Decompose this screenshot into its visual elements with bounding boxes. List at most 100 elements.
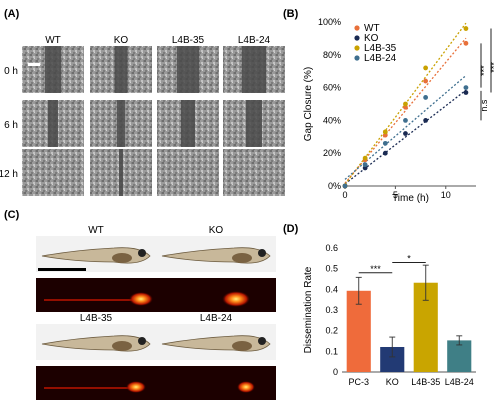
zebrafish-eye-ko [258, 249, 266, 257]
y-tick-label: 0.1 [325, 346, 338, 356]
scratch-gap-l4b-24-0 [242, 46, 266, 93]
legend-marker-l4b-35 [354, 45, 360, 51]
panel-a-label: (A) [4, 8, 20, 20]
micrograph-wt-2 [22, 149, 84, 196]
x-tick-label: KO [386, 377, 399, 387]
point-ko [423, 118, 429, 123]
fish-label-l4b-35: L4B-35 [80, 313, 113, 324]
column-label-l4b-24: L4B-24 [238, 35, 271, 46]
zebrafish-eye-wt [138, 249, 146, 257]
legend-label-l4b-35: L4B-35 [364, 43, 397, 54]
scratch-gap-wt-0 [45, 46, 61, 93]
point-wt [382, 132, 388, 138]
point-ko [403, 131, 408, 136]
scale-bar [28, 63, 40, 66]
panel-c-label: (C) [4, 209, 20, 221]
panel-d-dissemination-chart: (D) 0 0.1 0.2 0.3 0.4 0.5 0.6 Dissemination Rat… [283, 223, 476, 387]
point-wt [403, 104, 408, 110]
legend-marker-wt [354, 25, 360, 31]
x-axis-title: Time (h) [392, 193, 429, 204]
fluorescence-tail-l4b-35 [44, 387, 130, 389]
scratch-gap-ko-1 [117, 100, 125, 147]
point-l4b-35 [403, 101, 408, 107]
zebrafish-yolk-ko [232, 253, 252, 263]
y-tick-label: 0 [333, 367, 338, 377]
point-l4b-24 [403, 118, 408, 123]
fluorescence-tail-wt [44, 299, 135, 301]
fluorescence-image-l4b-24 [156, 366, 276, 400]
fluorescence-signal-l4b-24 [237, 381, 255, 393]
legend-marker-l4b-24 [354, 55, 360, 61]
panel-a-scratch-assay: (A) WT KO L4B-35 L4B-24 0 h 6 h 12 h [0, 8, 285, 196]
point-l4b-24 [463, 85, 469, 90]
row-label-6h: 6 h [4, 120, 18, 131]
scratch-gap-l4b-24-1 [246, 100, 262, 147]
point-l4b-24 [382, 140, 388, 146]
row-label-0h: 0 h [4, 66, 18, 77]
x-tick-label: L4B-35 [411, 377, 440, 387]
fish-label-wt: WT [88, 225, 104, 236]
y-axis-title: Dissemination Rate [303, 266, 314, 353]
point-l4b-35 [362, 155, 368, 161]
point-l4b-24 [362, 162, 368, 168]
point-l4b-35 [423, 65, 429, 71]
x-tick-label: 0 [342, 190, 347, 200]
y-tick-label: 0.5 [325, 264, 338, 274]
micrograph-l4b-35-2 [157, 149, 219, 196]
bar-l4b-24 [447, 340, 472, 372]
column-label-wt: WT [45, 35, 61, 46]
sig-label: *** [489, 62, 499, 73]
column-label-ko: KO [114, 35, 129, 46]
panel-c-zebrafish: (C) WT KO L4B-35 L4B-24 [4, 209, 276, 400]
column-label-l4b-35: L4B-35 [172, 35, 205, 46]
sig-label: *** [370, 264, 381, 274]
trendline-l4b-24 [344, 75, 467, 180]
x-tick-label: 5 [393, 190, 398, 200]
point-l4b-24 [423, 95, 429, 100]
fluorescence-image-ko [156, 278, 276, 312]
point-l4b-24 [342, 183, 348, 189]
y-tick-label: 0.2 [325, 326, 338, 336]
scratch-gap-l4b-35-1 [181, 100, 195, 147]
fluorescence-signal-wt [129, 292, 153, 306]
zebrafish-eye-l4b-35 [138, 337, 146, 345]
micrograph-l4b-24-2 [223, 149, 285, 196]
fish-label-ko: KO [209, 225, 224, 236]
zebrafish-yolk-wt [112, 253, 132, 263]
zebrafish-yolk-l4b-35 [112, 341, 132, 351]
legend-label-ko: KO [364, 33, 379, 44]
y-tick-label: 0.4 [325, 284, 338, 294]
legend-label-wt: WT [364, 23, 380, 34]
x-tick-label: PC-3 [348, 377, 369, 387]
panel-b-label: (B) [283, 8, 299, 20]
scratch-gap-l4b-35-0 [177, 46, 199, 93]
y-tick-label: 20% [323, 148, 341, 158]
y-tick-label: 0.6 [325, 243, 338, 253]
point-l4b-35 [382, 129, 388, 135]
legend-marker-ko [354, 35, 360, 41]
scratch-gap-ko-2 [119, 149, 123, 196]
point-l4b-35 [463, 26, 469, 31]
point-wt [463, 40, 469, 46]
fish-label-l4b-24: L4B-24 [200, 313, 233, 324]
scratch-gap-wt-1 [48, 100, 58, 147]
y-tick-label: 40% [323, 115, 341, 125]
sig-label: *** [479, 65, 489, 76]
point-wt [423, 78, 429, 84]
zebrafish-eye-l4b-24 [258, 337, 266, 345]
y-tick-label: 80% [323, 50, 341, 60]
sig-label: * [407, 253, 411, 263]
scale-bar-fish [38, 268, 86, 271]
point-ko [362, 165, 368, 171]
row-label-12h: 12 h [0, 169, 18, 180]
y-tick-label: 0% [328, 181, 341, 191]
x-tick-label: L4B-24 [445, 377, 474, 387]
y-tick-label: 60% [323, 83, 341, 93]
y-axis-title: Gap Closure (%) [303, 67, 314, 141]
point-ko [382, 150, 388, 156]
y-tick-label: 0.3 [325, 305, 338, 315]
sig-label: n.s [479, 99, 489, 112]
x-tick-label: 10 [441, 190, 451, 200]
fluorescence-signal-ko [222, 291, 250, 307]
